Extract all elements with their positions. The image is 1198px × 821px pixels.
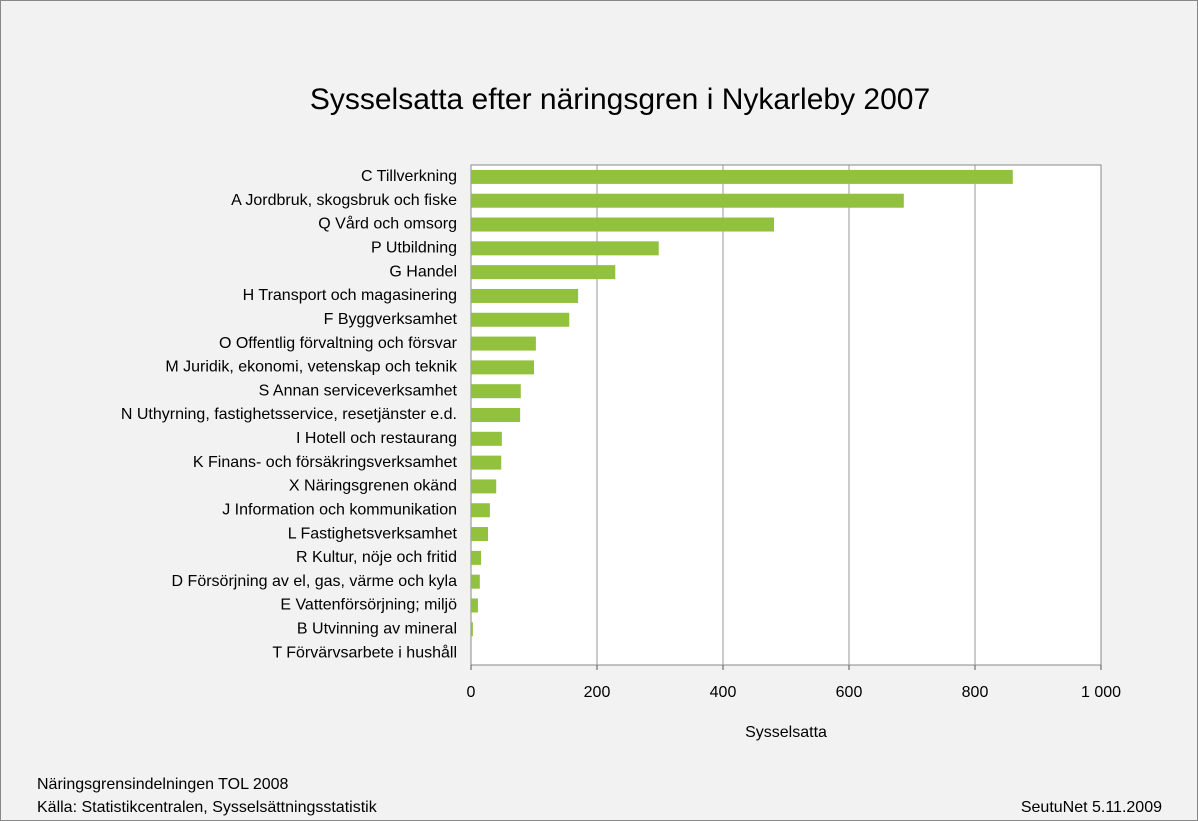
x-tick-label: 1 000 [1081,684,1121,701]
x-tick-label: 600 [836,684,863,701]
y-tick-label: B Utvinning av mineral [297,621,457,638]
y-tick-label: E Vattenförsörjning; miljö [280,597,457,614]
bar [471,265,616,280]
note: Näringsgrensindelningen TOL 2008 [37,776,289,793]
bar [471,312,570,327]
bar [471,479,497,494]
x-tick-label: 0 [467,684,476,701]
y-tick-label: J Information och kommunikation [222,501,457,518]
y-tick-label: C Tillverkning [361,168,457,185]
y-tick-label: P Utbildning [371,240,457,257]
bar [471,527,489,542]
x-tick-label: 800 [962,684,989,701]
x-axis-label: Sysselsatta [745,724,827,741]
bar [471,574,480,589]
y-tick-label: R Kultur, nöje och fritid [296,549,457,566]
bar [471,455,502,470]
y-tick-label: A Jordbruk, skogsbruk och fiske [231,192,457,209]
bar [471,241,659,256]
bar [471,288,579,303]
y-tick-label: I Hotell och restaurang [296,430,457,447]
credit: SeutuNet 5.11.2009 [1021,799,1162,816]
bar [471,384,521,399]
y-tick-label: K Finans- och försäkringsverksamhet [193,454,458,471]
y-tick-label: M Juridik, ekonomi, vetenskap och teknik [165,359,458,376]
y-tick-label: D Försörjning av el, gas, värme och kyla [172,573,458,590]
chart-title: Sysselsatta efter näringsgren i Nykarleb… [310,83,930,116]
y-tick-label: L Fastighetsverksamhet [288,525,458,542]
bar [471,431,502,446]
note: Källa: Statistikcentralen, Sysselsättnin… [37,799,378,816]
bar [471,503,490,518]
bar [471,598,478,613]
bar [471,193,904,208]
y-tick-label: S Annan serviceverksamhet [259,382,458,399]
x-tick-label: 200 [584,684,611,701]
y-tick-label: N Uthyrning, fastighetsservice, resetjän… [121,406,457,423]
plot-area [470,164,1102,666]
bar [471,336,536,351]
y-tick-label: H Transport och magasinering [243,287,457,304]
y-tick-label: T Förvärvsarbete i hushåll [272,643,457,661]
bar [471,169,1013,184]
bar [471,408,521,422]
bar [471,217,775,232]
y-tick-label: G Handel [389,263,457,280]
bar [471,360,534,375]
y-tick-label: O Offentlig förvaltning och försvar [219,335,458,352]
bar [471,550,482,565]
y-tick-label: X Näringsgrenen okänd [289,478,457,495]
bar [471,622,473,637]
y-tick-label: F Byggverksamhet [324,311,458,328]
x-tick-label: 400 [710,684,737,701]
y-tick-label: Q Vård och omsorg [318,215,457,233]
